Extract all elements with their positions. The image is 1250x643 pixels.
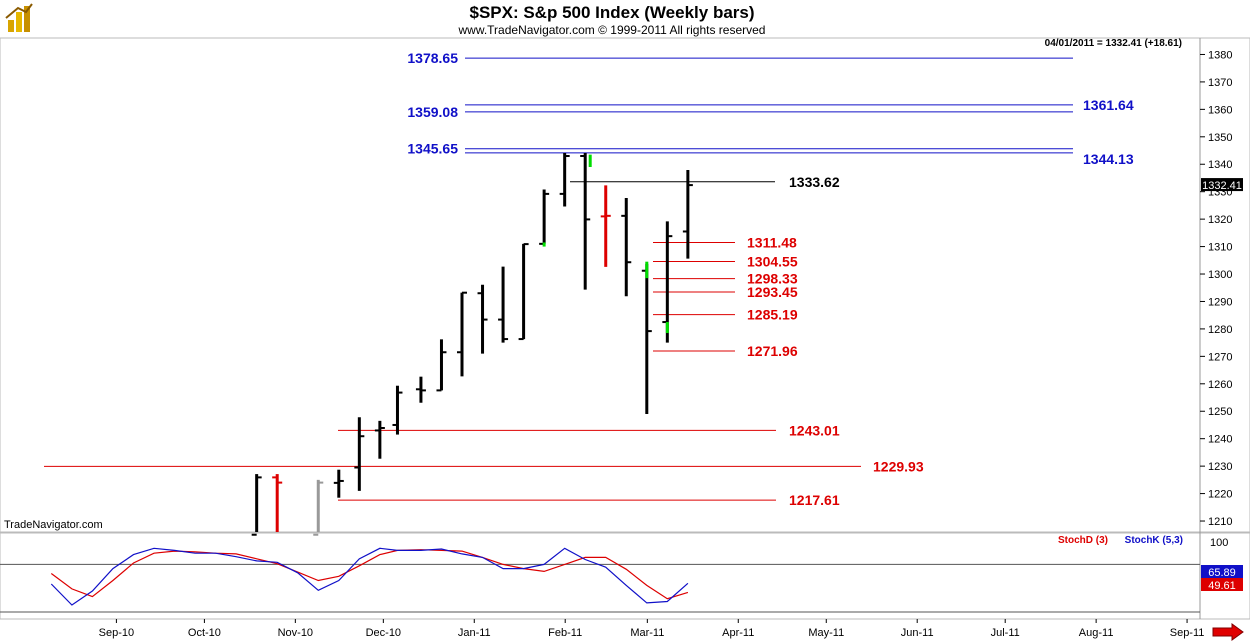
y-tick-label: 1380 [1208,49,1232,61]
x-tick-label: Mar-11 [630,627,664,639]
x-tick-label: Aug-11 [1079,627,1114,639]
level-label: 1344.13 [1083,151,1134,167]
level-label: 1359.08 [407,104,458,120]
x-tick-label: Jun-11 [901,627,934,639]
y-tick-label: 1310 [1208,242,1232,254]
x-tick-label: Nov-10 [278,627,313,639]
x-tick-label: Jan-11 [458,627,491,639]
level-label: 1217.61 [789,492,840,508]
price-bars [251,152,693,536]
y-tick-label: 1220 [1208,489,1232,501]
chart-title: $SPX: S&p 500 Index (Weekly bars) [469,3,754,22]
x-tick-label: Jul-11 [991,627,1020,639]
stochastic-panel[interactable] [0,532,1250,620]
time-axis [0,620,1250,643]
legend-stoch-k: StochK (5,3) [1125,535,1183,546]
level-lines: 1378.65 1361.64 1359.08 1345.65 1344.13 1333.… [44,50,1134,508]
y-tick-label: 1270 [1208,351,1232,363]
level-label: 1361.64 [1083,97,1134,113]
y-tick-label: 1300 [1208,269,1232,281]
trade-navigator-logo-icon[interactable] [4,2,34,34]
x-tick-label: Feb-11 [548,627,582,639]
grid [0,563,1200,613]
level-label: 1298.33 [747,271,798,287]
stoch-d-value-tag-box [1201,578,1243,591]
level-label: 1229.93 [873,458,924,474]
stoch-k-value-tag-box [1201,565,1243,578]
y-tick-label: 1230 [1208,461,1232,473]
level-label: 1243.01 [789,422,840,438]
x-axis-ticks: Sep-10 Oct-10 Nov-10 Dec-10 Jan-11 Feb-11 Mar-… [99,619,1205,639]
price-value-tag-box [1201,178,1243,192]
level-label: 1304.55 [747,254,798,270]
stoch-d-value-tag: 49.61 [1208,580,1236,592]
y-tick-label: 1210 [1208,516,1232,528]
y-tick-label: 1280 [1208,324,1232,336]
level-label: 1378.65 [407,50,458,66]
stoch-series-line [50,549,689,600]
legend-stoch-d: StochD (3) [1058,535,1108,546]
y-tick-label: 1350 [1208,132,1232,144]
x-tick-label: May-11 [808,627,844,639]
level-label: 1333.62 [789,174,840,190]
y-tick-label: 1290 [1208,296,1232,308]
x-tick-label: Sep-11 [1170,627,1205,639]
y-tick-label: 1360 [1208,104,1232,116]
x-tick-label: Apr-11 [722,627,754,639]
y-axis-ticks: 1210 1220 1230 1240 1250 1260 1270 1280 1290 1300… [1200,49,1243,592]
copyright-subtitle: www.TradeNavigator.com © 1999-2011 All r… [458,23,766,37]
x-tick-label: Dec-10 [366,627,401,639]
last-close-readout: 04/01/2011 = 1332.41 (+18.61) [1045,38,1182,49]
level-label: 1293.45 [747,284,798,300]
x-tick-label: Oct-10 [188,627,221,639]
y-tick-label: 1260 [1208,379,1232,391]
stoch-k-value-tag: 65.89 [1208,567,1236,579]
level-label: 1311.48 [747,235,797,251]
watermark: TradeNavigator.com [4,519,103,531]
y-tick-label: 1320 [1208,214,1232,226]
y-tick-label: 1340 [1208,159,1232,171]
stochastic-lines [50,547,689,606]
y-tick-label: 1250 [1208,406,1232,418]
price-value-tag: 1332.41 [1202,180,1242,192]
y-tick-label: 1240 [1208,434,1232,446]
stoch-series-line [50,547,689,606]
level-label: 1271.96 [747,343,798,359]
right-arrow-icon[interactable] [1212,623,1244,641]
stoch-y-tick-label: 100 [1210,537,1228,549]
x-tick-label: Sep-10 [99,627,134,639]
level-label: 1345.65 [407,141,458,157]
y-tick-label: 1370 [1208,77,1232,89]
level-label: 1285.19 [747,307,798,323]
